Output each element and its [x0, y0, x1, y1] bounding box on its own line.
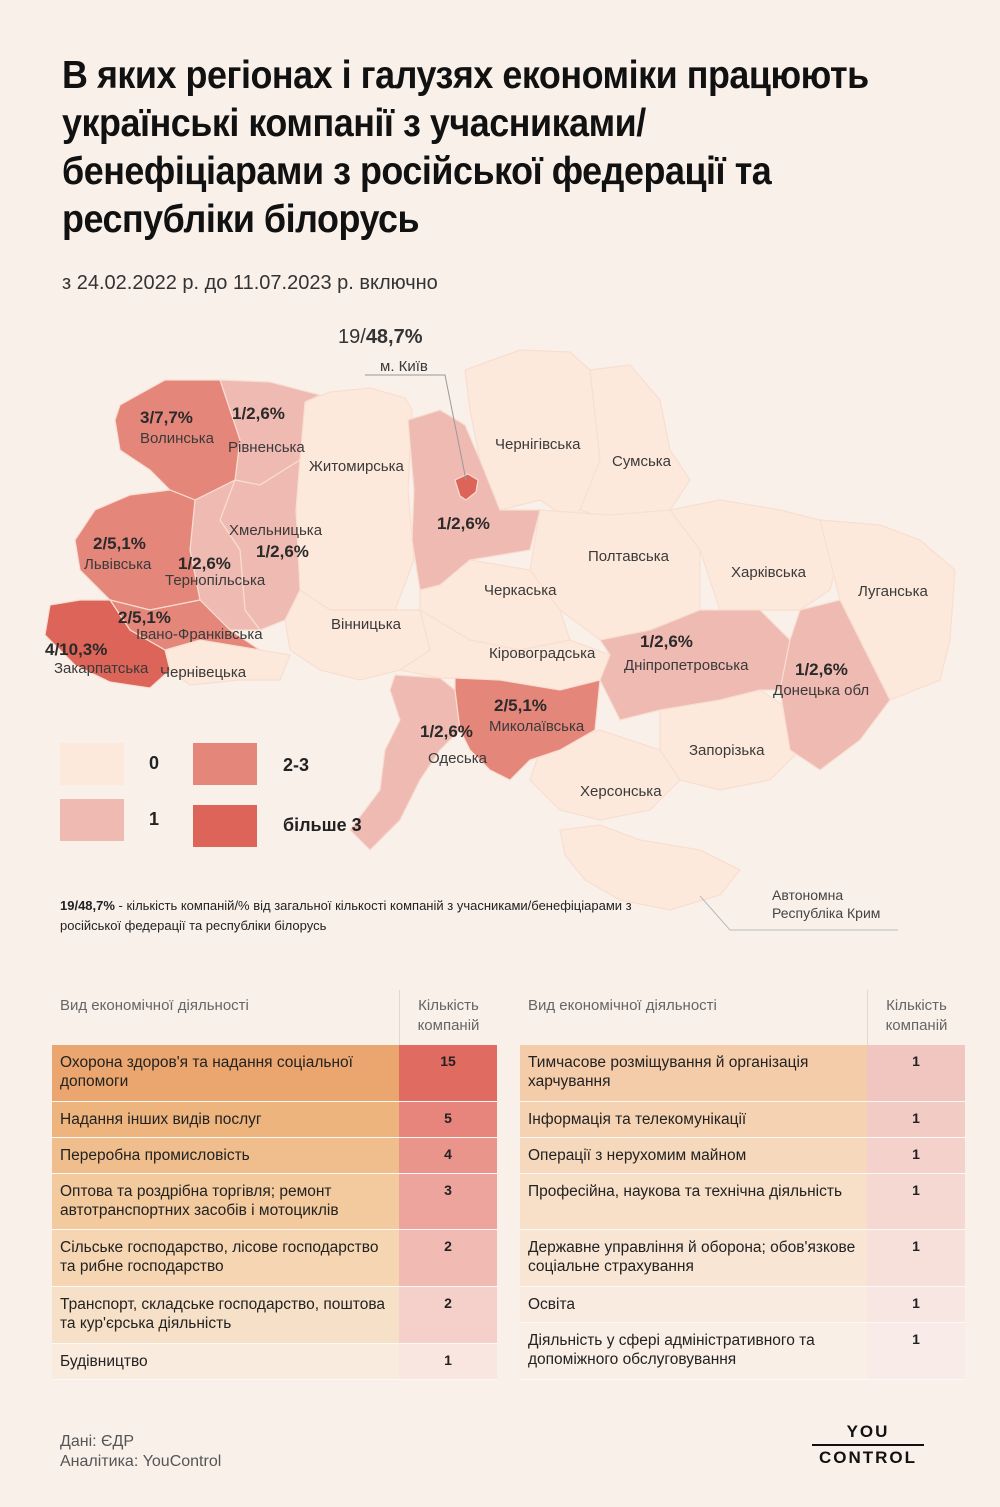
sumska-label: Сумська — [612, 453, 672, 470]
donetska-label: Донецька обл — [773, 682, 870, 699]
analytics-credit: Аналітика: YouControl — [60, 1453, 222, 1470]
ivano-frankivska-label: Івано-Франківська — [136, 626, 263, 643]
region-kyiv-city[interactable] — [454, 473, 479, 501]
vinnytska-label: Вінницька — [331, 616, 401, 633]
volynska-label: Волинська — [140, 430, 214, 447]
page-title: В яких регіонах і галузях економіки прац… — [62, 54, 869, 241]
activity-table-left: Вид економічної діяльності Кількість ком… — [52, 990, 497, 1380]
cherkaska-label: Черкаська — [484, 582, 557, 599]
table-row: Операції з нерухомим майном 1 — [520, 1138, 965, 1174]
rivnenska-label: Рівненська — [228, 439, 305, 456]
region-zhytomyrska[interactable] — [295, 387, 415, 611]
region-dnipropetrovska[interactable] — [599, 609, 791, 721]
zakarpatska-value: 4/10,3% — [45, 640, 108, 659]
table-row: Інформація та телекомунікації 1 — [520, 1102, 965, 1138]
legend-note: 19/48,7% - кількість компаній/% від зага… — [60, 898, 632, 933]
kyiv-city-label: м. Київ — [380, 358, 428, 375]
region-sumska[interactable] — [579, 364, 691, 521]
table-row: Тимчасове розміщування й організація хар… — [520, 1045, 965, 1102]
table-row: Переробна промисловість 4 — [52, 1138, 497, 1174]
legend-label-more-3: більше 3 — [283, 815, 362, 835]
header-activity: Вид економічної діяльності — [528, 997, 717, 1014]
legend-label-2-3: 2-3 — [283, 755, 310, 775]
table-row: Діяльність у сфері адміністративного та … — [520, 1323, 965, 1380]
table-row: Будівництво 1 — [52, 1344, 497, 1380]
table-row: Транспорт, складське господарство, пошто… — [52, 1287, 497, 1344]
kharkivska-label: Харківська — [731, 564, 806, 581]
ivano-frankivska-value: 2/5,1% — [118, 608, 171, 627]
kyiv-city-value: 19/48,7% — [338, 326, 423, 348]
table-row: Професійна, наукова та технічна діяльніс… — [520, 1174, 965, 1230]
zakarpatska-label: Закарпатська — [54, 660, 149, 677]
region-khersonska[interactable] — [529, 729, 681, 821]
legend-label-1: 1 — [149, 809, 160, 829]
ukraine-choropleth-map: 19/48,7% м. Київ 3/7,7% Волинська 1/2,6%… — [0, 310, 1000, 950]
legend-swatch-2-3 — [193, 743, 257, 785]
dnipropetrovska-label: Дніпропетровська — [624, 657, 749, 674]
table-row: Охорона здоров'я та надання соціальної д… — [52, 1045, 497, 1102]
odeska-value: 1/2,6% — [420, 722, 473, 741]
table-row: Освіта 1 — [520, 1287, 965, 1323]
data-source: Дані: ЄДР — [60, 1433, 135, 1450]
donetska-value: 1/2,6% — [795, 660, 848, 679]
table-header: Вид економічної діяльності Кількість ком… — [52, 990, 497, 1045]
khersonska-label: Херсонська — [580, 783, 662, 800]
region-crimea[interactable] — [559, 824, 741, 911]
mykolaivska-value: 2/5,1% — [494, 696, 547, 715]
crimea-leader-line — [699, 895, 898, 931]
ternopilska-value: 1/2,6% — [178, 554, 231, 573]
header-count: Кількість компаній — [399, 990, 497, 1045]
poltavska-label: Полтавська — [588, 548, 669, 565]
youcontrol-logo: YOU CONTROL — [812, 1422, 924, 1468]
region-mykolaivska[interactable] — [454, 677, 601, 781]
legend-swatch-more-3 — [193, 805, 257, 847]
crimea-label: Автономна Республіка Крим — [772, 887, 881, 921]
region-luhanska[interactable] — [819, 519, 956, 701]
zhytomyrska-label: Житомирська — [309, 458, 404, 475]
date-range-subtitle: з 24.02.2022 р. до 11.07.2023 р. включно — [62, 272, 438, 294]
legend-swatch-1 — [60, 799, 124, 841]
footer-credits: Дані: ЄДР Аналітика: YouControl — [60, 1432, 221, 1472]
activity-table-right: Вид економічної діяльності Кількість ком… — [520, 990, 965, 1380]
legend-label-0: 0 — [149, 753, 160, 773]
luhanska-label: Луганська — [858, 583, 928, 600]
khmelnytska-value: 1/2,6% — [256, 542, 309, 561]
region-volynska[interactable] — [114, 379, 241, 501]
zaporizka-label: Запорізька — [689, 742, 765, 759]
table-row: Сільське господарство, лісове господарст… — [52, 1230, 497, 1287]
legend-swatch-0 — [60, 743, 124, 785]
kyiv-leader-line — [365, 374, 467, 481]
chernihivska-label: Чернігівська — [495, 436, 581, 453]
region-kyivska[interactable] — [407, 409, 541, 591]
mykolaivska-label: Миколаївська — [489, 718, 585, 735]
table-header: Вид економічної діяльності Кількість ком… — [520, 990, 965, 1045]
region-donetska[interactable] — [779, 599, 891, 771]
header-count: Кількість компаній — [867, 990, 965, 1045]
lvivska-label: Львівська — [84, 556, 152, 573]
map-shapes — [44, 349, 956, 931]
lvivska-value: 2/5,1% — [93, 534, 146, 553]
table-row: Надання інших видів послуг 5 — [52, 1102, 497, 1138]
volynska-value: 3/7,7% — [140, 408, 193, 427]
table-row: Державне управління й оборона; обов'язко… — [520, 1230, 965, 1287]
chernivetska-label: Чернівецька — [160, 664, 247, 681]
rivnenska-value: 1/2,6% — [232, 404, 285, 423]
region-zakarpatska[interactable] — [44, 599, 171, 689]
kyivska-value: 1/2,6% — [437, 514, 490, 533]
khmelnytska-label: Хмельницька — [229, 522, 323, 539]
ternopilska-label: Тернопільська — [165, 572, 266, 589]
odeska-label: Одеська — [428, 750, 487, 767]
table-row: Оптова та роздрібна торгівля; ремонт авт… — [52, 1174, 497, 1230]
header-activity: Вид економічної діяльності — [60, 997, 249, 1014]
region-kharkivska[interactable] — [668, 499, 841, 611]
dnipropetrovska-value: 1/2,6% — [640, 632, 693, 651]
kirovohradska-label: Кіровоградська — [489, 645, 596, 662]
